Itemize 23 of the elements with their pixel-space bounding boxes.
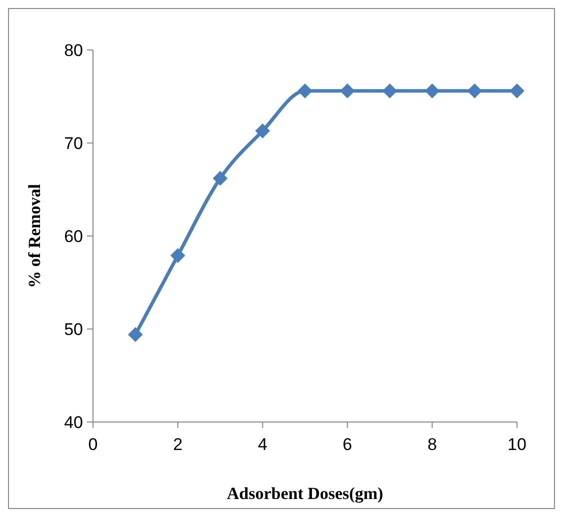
point [340,84,355,98]
y-tick-label: 40 [64,412,83,432]
y-tick-label: 50 [64,320,83,339]
y-tick-label: 60 [64,226,83,246]
y-axis-title: % of Removal [25,184,44,288]
point [467,84,482,98]
x-tick-label: 10 [508,435,526,454]
point [170,248,186,263]
x-tick-label: 0 [88,435,98,454]
point [424,84,440,98]
point [255,123,270,138]
y-tick-label: 70 [64,134,83,153]
point [510,84,524,98]
x-axis-title: Adsorbent Doses(gm) [226,484,384,503]
point [128,327,143,342]
x-tick-label: 8 [427,435,437,454]
x-tick-label: 6 [342,435,352,454]
x-tick-label: 4 [258,435,268,454]
point [382,84,398,98]
y-tick-label: 80 [64,40,83,60]
point [298,84,312,98]
x-tick-label: 2 [173,435,183,454]
point [212,170,228,186]
